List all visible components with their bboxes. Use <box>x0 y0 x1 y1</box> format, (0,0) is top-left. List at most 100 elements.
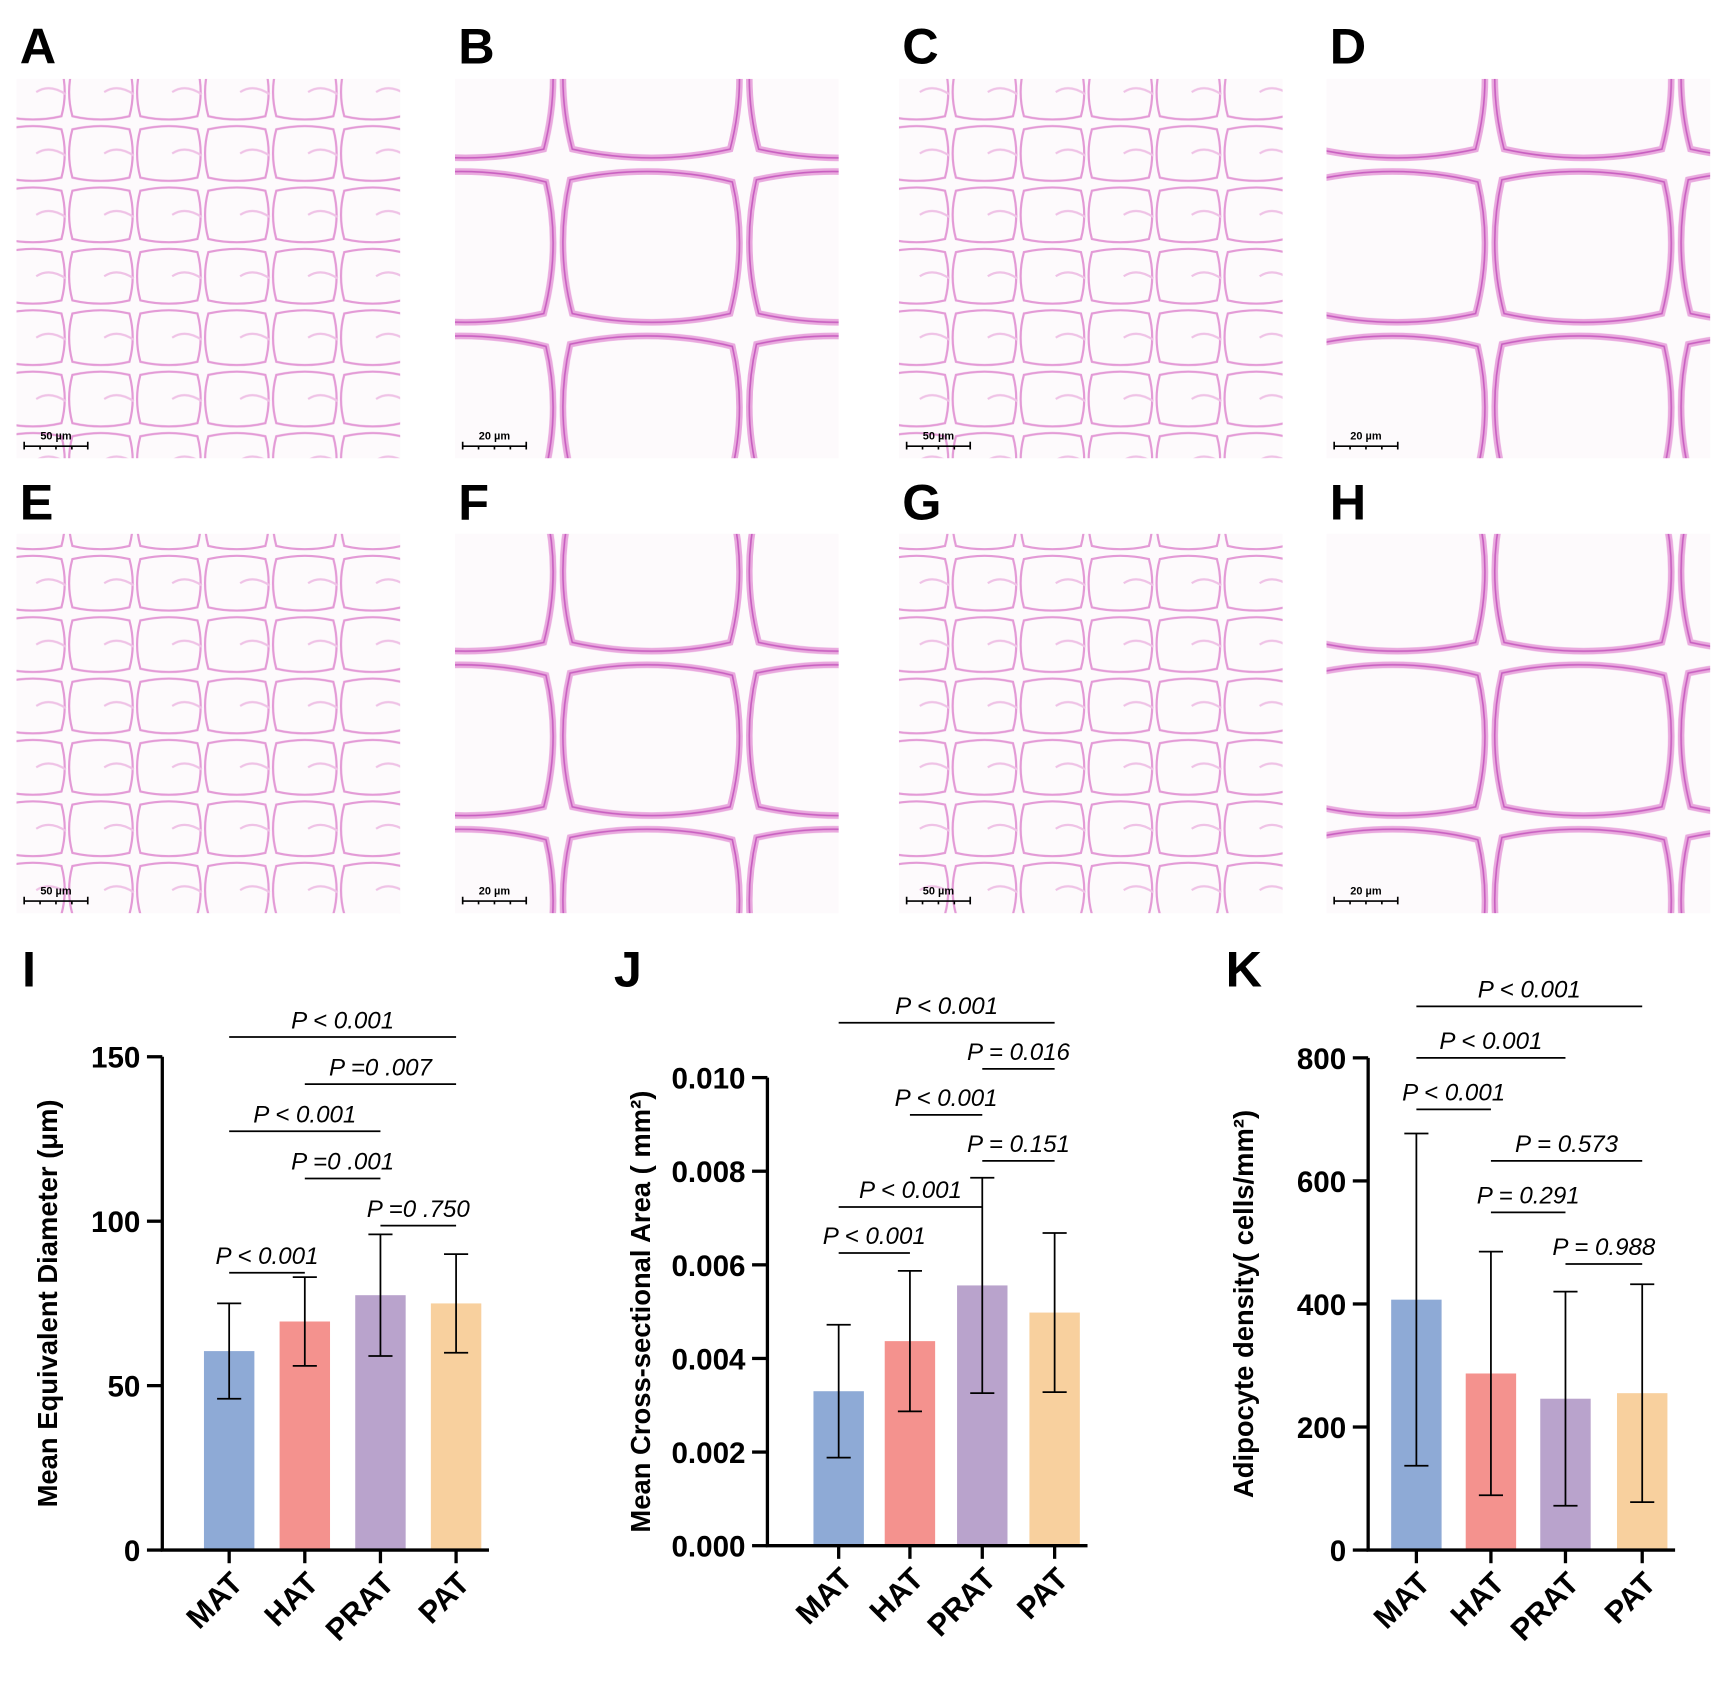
y-tick-label: 0.000 <box>671 1531 745 1564</box>
scale-bar-label: 20 µm <box>479 886 511 898</box>
significance-label: P < 0.001 <box>1402 1080 1505 1107</box>
x-tick-label: PAT <box>411 1565 476 1630</box>
y-tick-label: 600 <box>1297 1166 1346 1199</box>
x-tick-label: MAT <box>1367 1565 1437 1635</box>
significance-label: P < 0.001 <box>215 1243 318 1270</box>
x-tick-label: PRAT <box>319 1565 401 1647</box>
scale-bar <box>905 441 972 450</box>
scale-bar-label: 50 µm <box>40 431 72 443</box>
scale-bar <box>1333 896 1399 905</box>
y-tick-label: 0.006 <box>671 1250 745 1283</box>
scale-bar-label: 50 µm <box>40 886 72 898</box>
x-tick-label: HAT <box>257 1565 325 1633</box>
panel-label: F <box>458 474 489 531</box>
y-tick-label: 0.004 <box>671 1343 746 1376</box>
scale-bar-label: 50 µm <box>923 431 955 443</box>
y-tick-label: 0 <box>1330 1535 1346 1568</box>
y-tick-label: 800 <box>1297 1043 1346 1076</box>
x-tick-label: PRAT <box>920 1561 1002 1643</box>
histology-image <box>454 78 839 459</box>
error-bar <box>1478 1250 1503 1497</box>
scale-bar-label: 50 µm <box>923 886 955 898</box>
scale-bar <box>1333 441 1399 450</box>
significance-label: P < 0.001 <box>895 993 998 1020</box>
histology-image <box>16 533 401 914</box>
x-tick-label: MAT <box>789 1561 859 1631</box>
significance-label: P < 0.001 <box>291 1007 394 1034</box>
error-bar <box>897 1270 922 1413</box>
significance-label: P = 0.573 <box>1515 1131 1619 1158</box>
significance-label: P < 0.001 <box>253 1102 356 1129</box>
x-tick-label: MAT <box>179 1565 249 1635</box>
panel-label: A <box>20 18 56 75</box>
significance-label: P < 0.001 <box>859 1177 962 1204</box>
panel-label: C <box>902 18 938 75</box>
significance-label: P < 0.001 <box>895 1085 998 1112</box>
y-tick-label: 150 <box>91 1042 140 1075</box>
error-bar <box>1553 1290 1578 1507</box>
y-tick-label: 0.010 <box>671 1063 745 1096</box>
significance-label: P =0 .750 <box>367 1196 471 1223</box>
bar-chart: K Adipocyte density( cells/mm²) MAT HATPRAT… <box>1226 941 1676 1648</box>
error-bar <box>1630 1283 1655 1503</box>
panel-label: B <box>458 18 494 75</box>
scale-bar <box>23 441 89 450</box>
panel-label: G <box>902 474 941 531</box>
scale-bar-label: 20 µm <box>1350 431 1382 443</box>
error-bar <box>217 1302 242 1400</box>
significance-label: P = 0.016 <box>967 1039 1071 1066</box>
significance-label: P = 0.291 <box>1477 1183 1580 1210</box>
bar-chart: I Mean Equivalent Diameter (μm) MAT HATPRAT… <box>22 941 489 1648</box>
y-tick-label: 100 <box>91 1206 140 1239</box>
x-tick-label: PRAT <box>1504 1565 1586 1647</box>
error-bar <box>1042 1232 1067 1394</box>
panel-label: K <box>1226 941 1262 998</box>
x-tick-label: PAT <box>1598 1565 1663 1630</box>
panel-label: J <box>614 941 642 998</box>
y-tick-label: 0.002 <box>671 1437 745 1470</box>
histology-image <box>1326 78 1711 459</box>
histology-image <box>1326 533 1711 914</box>
histology-image <box>454 533 839 914</box>
y-tick-label: 400 <box>1297 1289 1346 1322</box>
significance-label: P =0 .001 <box>291 1149 394 1176</box>
y-tick-label: 200 <box>1297 1412 1346 1445</box>
scale-bar <box>461 896 528 905</box>
y-tick-label: 0.008 <box>671 1156 745 1189</box>
significance-label: P < 0.001 <box>823 1223 926 1250</box>
significance-label: P = 0.988 <box>1552 1234 1656 1261</box>
x-tick-label: HAT <box>1443 1565 1511 1633</box>
histology-image <box>898 533 1283 914</box>
histology-image <box>898 78 1283 459</box>
scale-bar-label: 20 µm <box>479 431 511 443</box>
scale-bar-label: 20 µm <box>1350 886 1382 898</box>
error-bar <box>1404 1132 1429 1467</box>
error-bar <box>970 1176 995 1394</box>
significance-label: P < 0.001 <box>1439 1028 1542 1055</box>
error-bar <box>368 1233 393 1357</box>
significance-label: P =0 .007 <box>329 1054 434 1081</box>
scale-bar <box>905 896 972 905</box>
significance-label: P < 0.001 <box>1478 977 1581 1004</box>
panel-label: H <box>1330 474 1366 531</box>
significance-label: P = 0.151 <box>967 1131 1070 1158</box>
x-tick-label: PAT <box>1010 1561 1075 1626</box>
y-tick-label: 50 <box>107 1371 140 1404</box>
y-axis-label: Mean Equivalent Diameter (μm) <box>32 1099 63 1507</box>
scale-bar <box>461 441 528 450</box>
y-tick-label: 0 <box>124 1535 140 1568</box>
y-axis-label: Adipocyte density( cells/mm²) <box>1228 1110 1259 1498</box>
panel-label: I <box>22 941 36 998</box>
histology-image <box>16 78 401 459</box>
panel-label: D <box>1330 18 1366 75</box>
y-axis-label: Mean Cross-sectional Area ( mm²) <box>625 1091 656 1533</box>
error-bar <box>292 1276 317 1367</box>
error-bar <box>444 1253 469 1354</box>
histology-panels: A 50 µm B 20 µm C 50 µm D 20 µm E 50 µm F 20 µm G 50 … <box>16 18 1711 914</box>
panel-label: E <box>20 474 54 531</box>
scale-bar <box>23 896 89 905</box>
